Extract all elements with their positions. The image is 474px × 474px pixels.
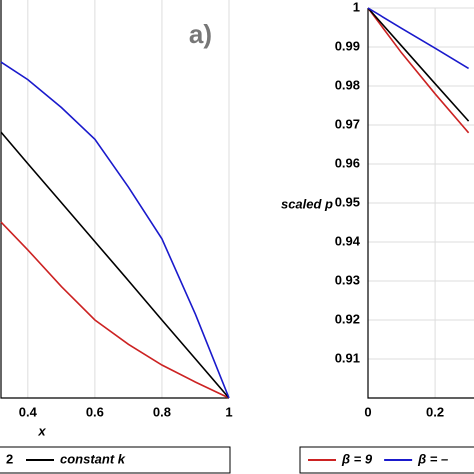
data-line bbox=[367, 7, 470, 122]
axes-frame bbox=[0, 0, 229, 399]
y-tick-label: 0.99 bbox=[335, 38, 360, 53]
x-tick-label: 0.4 bbox=[19, 404, 38, 419]
y-tick-label: 0.94 bbox=[335, 233, 361, 248]
x-tick-label: 0.2 bbox=[426, 404, 444, 419]
y-tick-label: 0.91 bbox=[335, 350, 360, 365]
y-tick-label: 0.92 bbox=[335, 311, 360, 326]
data-line bbox=[0, 131, 230, 399]
y-tick-label: 0.93 bbox=[335, 272, 360, 287]
legend-fragment: 2 bbox=[6, 451, 13, 466]
legend-box bbox=[0, 446, 231, 474]
legend-label: β = 9 bbox=[341, 451, 373, 466]
data-line bbox=[367, 7, 470, 134]
panel-label: a) bbox=[189, 19, 212, 49]
x-axis-title: x bbox=[37, 423, 46, 438]
data-line bbox=[0, 221, 230, 399]
data-line bbox=[367, 7, 470, 70]
x-tick-label: 0.8 bbox=[153, 404, 171, 419]
y-tick-label: 0.98 bbox=[335, 77, 360, 92]
y-axis-title: scaled p bbox=[281, 196, 333, 211]
y-tick-label: 0.97 bbox=[335, 116, 360, 131]
legend-box bbox=[299, 446, 474, 474]
x-tick-label: 1 bbox=[225, 404, 232, 419]
legend-label: constant k bbox=[60, 451, 126, 466]
x-tick-label: 0.6 bbox=[86, 404, 104, 419]
y-tick-label: 0.96 bbox=[335, 155, 360, 170]
legend-label: β = – bbox=[417, 451, 448, 466]
data-line bbox=[0, 61, 230, 399]
axes-frame bbox=[367, 8, 474, 399]
y-tick-label: 0.95 bbox=[335, 194, 360, 209]
x-tick-label: 0 bbox=[364, 404, 371, 419]
y-tick-label: 1 bbox=[353, 0, 360, 14]
